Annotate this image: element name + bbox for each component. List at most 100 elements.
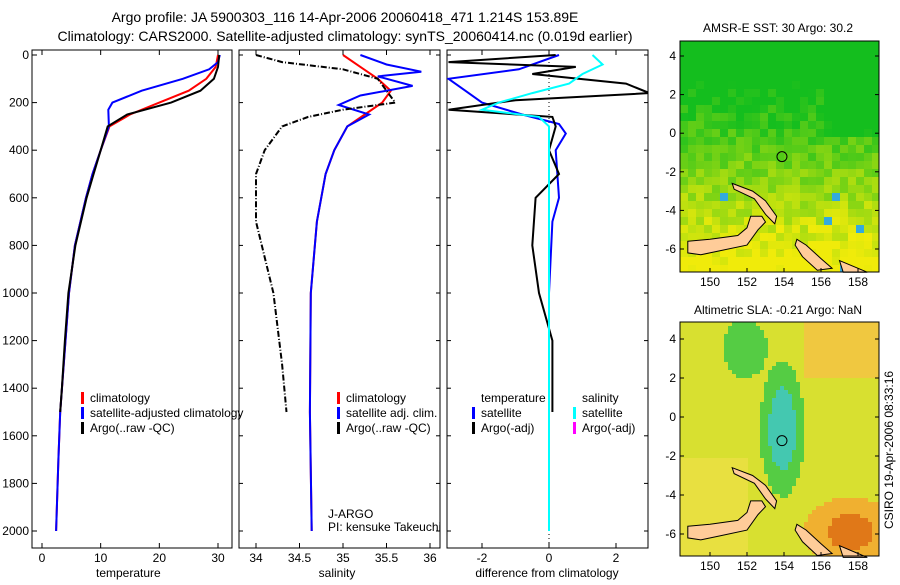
map-cell: [756, 366, 760, 370]
map-cell: [792, 177, 800, 185]
map-cell: [728, 201, 736, 209]
map-cell: [796, 374, 800, 378]
map-cell: [872, 382, 876, 386]
map-cell: [748, 346, 752, 350]
map-cell: [860, 478, 864, 482]
map-cell: [804, 342, 808, 346]
map-cell: [740, 330, 744, 334]
map-cell: [708, 342, 712, 346]
map-cell: [840, 257, 848, 265]
map-cell: [796, 522, 800, 526]
map-y-tick-label: 0: [669, 126, 676, 140]
map-cell: [688, 466, 692, 470]
map-cell: [824, 506, 828, 510]
map-cell: [876, 354, 879, 358]
map-cell: [704, 257, 712, 265]
map-cell: [732, 338, 736, 342]
map-cell: [688, 374, 692, 378]
map-cell: [816, 402, 820, 406]
map-cell: [680, 57, 688, 65]
map-cell: [704, 458, 708, 462]
map-cell: [684, 430, 688, 434]
map-cell: [864, 398, 868, 402]
map-cell: [756, 554, 760, 556]
map-cell: [760, 466, 764, 470]
map-cell: [680, 534, 684, 538]
map-cell: [728, 446, 732, 450]
map-cell: [856, 193, 864, 201]
map-cell: [712, 249, 720, 257]
map-cell: [856, 414, 860, 418]
map-cell: [780, 450, 784, 454]
map-cell: [768, 366, 772, 370]
map-cell: [708, 346, 712, 350]
map-cell: [744, 510, 748, 514]
map-cell: [864, 526, 868, 530]
map-cell: [792, 518, 796, 522]
map-cell: [864, 57, 872, 65]
map-cell: [692, 410, 696, 414]
legend-swatch: [472, 422, 475, 434]
map-cell: [740, 490, 744, 494]
map-cell: [684, 514, 688, 518]
map-cell: [848, 65, 856, 73]
map-cell: [780, 366, 784, 370]
map-cell: [824, 534, 828, 538]
map-cell: [832, 390, 836, 394]
map-cell: [744, 241, 752, 249]
map-cell: [868, 438, 872, 442]
map-cell: [832, 257, 840, 265]
map-cell: [712, 494, 716, 498]
map-cell: [800, 470, 804, 474]
map-cell: [856, 406, 860, 410]
map-cell: [712, 414, 716, 418]
map-cell: [868, 366, 872, 370]
map-cell: [836, 434, 840, 438]
map-cell: [836, 450, 840, 454]
map-cell: [764, 522, 768, 526]
map-cell: [856, 129, 864, 137]
map-cell: [856, 350, 860, 354]
map-cell: [716, 466, 720, 470]
map-cell: [740, 478, 744, 482]
map-cell: [748, 398, 752, 402]
map-cell: [832, 526, 836, 530]
map-cell: [820, 490, 824, 494]
map-cell: [852, 546, 856, 550]
map-cell: [828, 466, 832, 470]
legend-entry: satellite-adjusted climatology: [90, 406, 243, 420]
map-cell: [728, 177, 736, 185]
map-cell: [688, 414, 692, 418]
map-cell: [868, 446, 872, 450]
map-cell: [784, 193, 792, 201]
map-cell: [844, 422, 848, 426]
map-cell: [872, 470, 876, 474]
map-cell: [872, 225, 879, 233]
map-cell: [684, 422, 688, 426]
map-cell: [724, 534, 728, 538]
map-cell: [784, 454, 788, 458]
map-cell: [820, 322, 824, 326]
map-cell: [716, 430, 720, 434]
map-cell: [680, 474, 684, 478]
map-cell: [868, 422, 872, 426]
map-cell: [716, 438, 720, 442]
map-cell: [848, 502, 852, 506]
map-cell: [776, 390, 780, 394]
map-cell: [856, 354, 860, 358]
map-cell: [872, 554, 876, 556]
map-cell: [816, 153, 824, 161]
map-cell: [728, 402, 732, 406]
map-cell: [840, 362, 844, 366]
map-cell: [728, 49, 736, 57]
map-cell: [772, 390, 776, 394]
map-cell: [776, 386, 780, 390]
map-cell: [708, 502, 712, 506]
map-cell: [684, 482, 688, 486]
map-cell: [776, 478, 780, 482]
map-cell: [748, 402, 752, 406]
map-cell: [792, 442, 796, 446]
map-cell: [684, 394, 688, 398]
map-cell: [812, 426, 816, 430]
map-cell: [752, 442, 756, 446]
